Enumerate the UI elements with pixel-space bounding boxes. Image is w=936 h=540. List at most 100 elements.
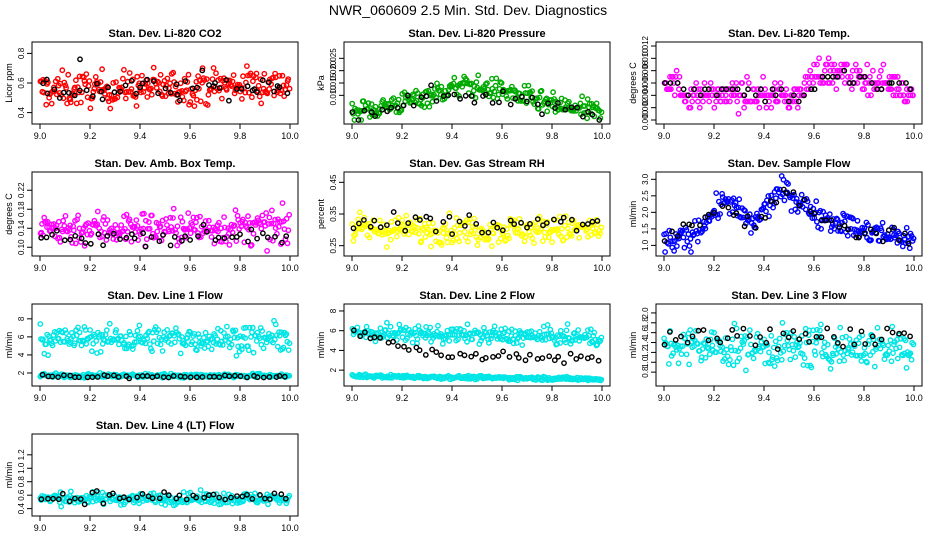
data-point	[222, 337, 228, 343]
data-point	[729, 326, 736, 333]
data-point	[551, 357, 558, 364]
data-point	[512, 328, 518, 335]
data-point	[286, 85, 293, 92]
data-point	[137, 333, 144, 340]
data-point	[213, 70, 219, 77]
data-point	[697, 92, 704, 99]
data-point	[281, 373, 288, 380]
data-point	[398, 327, 404, 333]
data-point	[475, 72, 482, 79]
data-point	[801, 196, 808, 203]
data-point	[906, 245, 913, 252]
data-point	[379, 106, 386, 113]
data-point	[662, 80, 668, 86]
data-point	[425, 87, 432, 94]
data-point	[485, 339, 492, 346]
data-point	[415, 230, 422, 237]
data-point	[128, 77, 135, 84]
data-point	[861, 86, 867, 93]
data-point	[60, 217, 67, 224]
data-point	[390, 209, 397, 215]
data-point	[371, 334, 378, 341]
data-point	[826, 80, 833, 86]
data-point	[864, 359, 870, 366]
data-point	[747, 333, 753, 339]
data-point	[870, 336, 877, 343]
x-tick-label: 9.4	[134, 131, 147, 141]
data-point	[98, 88, 105, 95]
data-point	[808, 86, 815, 93]
data-point	[879, 219, 886, 226]
chart-panel-3: Stan. Dev. Li-820 Temp. 9.0 9.2 9.4 9.6 9.8 10…	[628, 28, 923, 141]
data-point	[212, 80, 218, 86]
y-tick-label: 1.0	[641, 356, 650, 368]
data-point	[858, 358, 865, 364]
x-tick-label: 9.0	[658, 263, 671, 273]
data-point	[536, 94, 543, 101]
data-point	[696, 104, 703, 111]
x-tick-label: 9.8	[234, 131, 247, 141]
data-point	[229, 229, 236, 236]
data-point	[414, 90, 421, 97]
data-point	[733, 210, 740, 217]
y-tick-label: 6	[17, 334, 26, 339]
data-point	[71, 340, 78, 347]
data-point	[45, 352, 51, 359]
data-point	[807, 67, 814, 74]
data-point	[133, 217, 140, 224]
data-point	[793, 199, 800, 205]
x-tick-label: 9.6	[808, 263, 821, 273]
data-point	[863, 80, 869, 86]
data-point	[814, 326, 820, 333]
data-point	[550, 89, 556, 96]
data-point	[819, 73, 826, 80]
data-point	[253, 70, 260, 77]
data-point	[160, 232, 166, 238]
data-point	[538, 87, 545, 94]
x-tick-label: 9.4	[134, 523, 147, 533]
data-point	[274, 83, 281, 89]
data-point	[686, 221, 692, 228]
data-point	[440, 230, 447, 237]
data-point	[771, 363, 778, 369]
y-tick-label: 0.6	[17, 489, 26, 501]
data-point	[423, 93, 430, 100]
data-point	[772, 80, 778, 86]
data-point	[695, 327, 702, 334]
data-point	[773, 199, 780, 206]
data-point	[783, 86, 790, 93]
data-point	[492, 329, 499, 336]
data-point	[598, 224, 605, 231]
data-point	[666, 360, 672, 367]
data-point	[829, 80, 836, 86]
data-point	[524, 98, 530, 105]
data-point	[827, 67, 834, 74]
data-point	[194, 84, 201, 91]
data-point	[579, 93, 585, 100]
data-point	[597, 230, 604, 237]
data-point	[182, 233, 189, 240]
data-point	[513, 351, 520, 357]
data-point	[777, 80, 784, 86]
data-point	[242, 89, 249, 96]
data-point	[383, 244, 390, 251]
data-point	[560, 237, 567, 244]
data-point	[705, 345, 712, 352]
data-point	[844, 213, 850, 220]
data-point	[349, 109, 356, 116]
data-point	[138, 89, 144, 96]
data-point	[841, 61, 848, 68]
data-point	[762, 98, 768, 105]
y-tick-label: 1.2	[17, 449, 26, 461]
data-point	[282, 236, 289, 243]
data-point	[675, 360, 682, 367]
series-1	[37, 317, 293, 359]
series-2	[661, 325, 913, 352]
data-point	[671, 247, 677, 254]
data-point	[271, 490, 278, 497]
data-point	[146, 225, 153, 232]
data-point	[422, 351, 429, 358]
data-point	[108, 225, 115, 232]
data-point	[699, 346, 706, 352]
data-point	[387, 323, 394, 330]
